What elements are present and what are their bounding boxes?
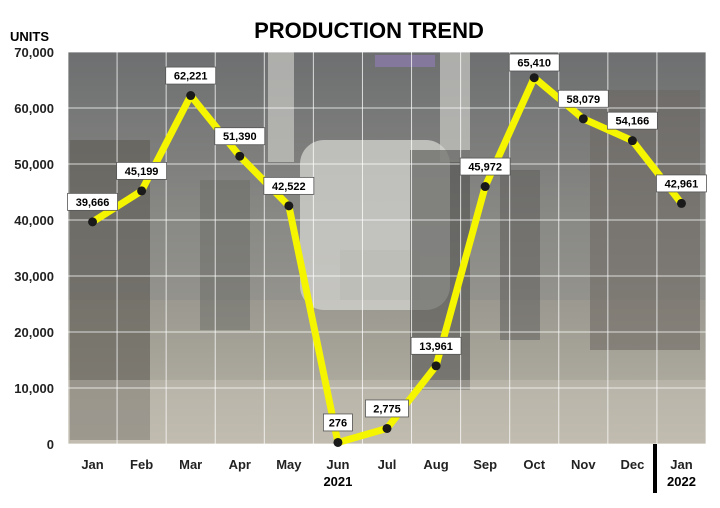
data-point — [284, 201, 294, 211]
data-label: 54,166 — [606, 111, 658, 130]
y-tick-label: 60,000 — [14, 101, 54, 116]
x-tick-label: Jan — [670, 457, 692, 472]
data-label: 42,522 — [263, 176, 315, 195]
data-label: 45,972 — [459, 157, 511, 176]
data-point — [578, 114, 588, 124]
x-tick-label: Feb — [130, 457, 153, 472]
x-tick-label: Jan — [81, 457, 103, 472]
year-labels: 2021 2022 — [323, 474, 695, 489]
data-point — [382, 423, 392, 433]
svg-text:65,410: 65,410 — [517, 58, 551, 70]
data-point — [676, 198, 686, 208]
svg-text:58,079: 58,079 — [566, 94, 600, 106]
data-point — [480, 182, 490, 192]
svg-text:39,666: 39,666 — [76, 197, 110, 209]
chart-title: PRODUCTION TREND — [254, 18, 484, 43]
x-tick-label: Dec — [620, 457, 644, 472]
y-tick-label: 0 — [47, 437, 54, 452]
y-tick-label: 30,000 — [14, 269, 54, 284]
year-label: 2022 — [667, 474, 696, 489]
data-label: 39,666 — [67, 192, 118, 211]
series-line-group — [88, 73, 686, 447]
year-label: 2021 — [323, 474, 352, 489]
x-tick-label: May — [276, 457, 302, 472]
data-point — [186, 91, 196, 101]
data-label: 2,775 — [365, 399, 409, 418]
data-label: 13,961 — [410, 336, 462, 355]
data-labels: 39,666 45,199 62,221 51,390 42,522 276 2,775 13… — [67, 53, 707, 432]
data-point — [627, 136, 637, 146]
data-point — [235, 151, 245, 161]
y-tick-label: 50,000 — [14, 157, 54, 172]
svg-text:51,390: 51,390 — [223, 131, 257, 143]
svg-text:62,221: 62,221 — [174, 71, 208, 83]
x-tick-label: Jul — [378, 457, 397, 472]
y-tick-label: 40,000 — [14, 213, 54, 228]
data-point — [529, 73, 539, 83]
x-tick-label: Nov — [571, 457, 596, 472]
data-label: 62,221 — [165, 66, 217, 85]
data-point — [88, 217, 98, 227]
svg-text:13,961: 13,961 — [419, 341, 453, 353]
data-label: 51,390 — [214, 127, 266, 146]
x-tick-label: Apr — [229, 457, 251, 472]
data-label: 65,410 — [508, 53, 560, 72]
y-axis: 0 10,000 20,000 30,000 40,000 50,000 60,000 70,… — [14, 45, 54, 452]
data-point — [333, 437, 343, 447]
svg-text:2,775: 2,775 — [373, 403, 401, 415]
svg-text:276: 276 — [329, 417, 347, 429]
x-tick-label: Jun — [326, 457, 349, 472]
x-tick-label: Mar — [179, 457, 202, 472]
x-axis: Jan Feb Mar Apr May Jun Jul Aug Sep Oct Nov Dec Jan — [81, 457, 692, 472]
data-label: 58,079 — [557, 89, 609, 108]
svg-text:54,166: 54,166 — [616, 116, 650, 128]
svg-text:42,961: 42,961 — [665, 178, 699, 190]
data-point — [137, 186, 147, 196]
svg-text:42,522: 42,522 — [272, 181, 306, 193]
data-label: 276 — [323, 413, 353, 432]
data-label: 45,199 — [116, 161, 168, 180]
data-point — [431, 361, 441, 371]
x-tick-label: Sep — [473, 457, 497, 472]
y-tick-label: 70,000 — [14, 45, 54, 60]
svg-text:45,199: 45,199 — [125, 166, 159, 178]
y-axis-unit-label: UNITS — [10, 29, 49, 44]
x-tick-label: Aug — [423, 457, 448, 472]
svg-text:45,972: 45,972 — [468, 162, 502, 174]
data-label: 42,961 — [656, 174, 707, 193]
background-photo — [68, 52, 706, 444]
x-tick-label: Oct — [523, 457, 545, 472]
y-tick-label: 20,000 — [14, 325, 54, 340]
y-tick-label: 10,000 — [14, 381, 54, 396]
